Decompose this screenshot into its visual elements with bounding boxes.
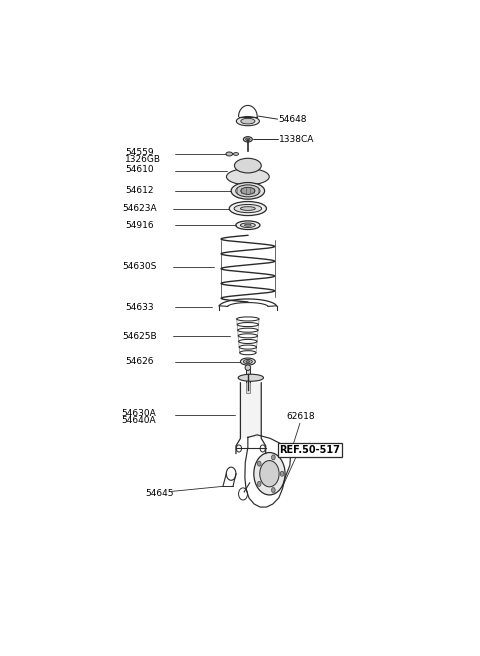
Text: REF.50-517: REF.50-517: [279, 445, 340, 455]
Text: 54916: 54916: [125, 220, 154, 230]
Ellipse shape: [233, 153, 239, 155]
Text: 54648: 54648: [279, 115, 307, 123]
Circle shape: [286, 446, 292, 454]
Ellipse shape: [229, 201, 266, 216]
Ellipse shape: [243, 359, 252, 363]
Text: 54633: 54633: [125, 302, 154, 312]
Text: 54625B: 54625B: [122, 332, 157, 341]
Ellipse shape: [241, 188, 255, 194]
Text: 54640A: 54640A: [121, 416, 156, 425]
Text: 54626: 54626: [125, 357, 154, 366]
Text: 54612: 54612: [125, 186, 154, 195]
Text: 54645: 54645: [145, 489, 173, 499]
Ellipse shape: [246, 138, 250, 140]
Ellipse shape: [236, 185, 260, 197]
Ellipse shape: [240, 358, 255, 365]
Text: 1338CA: 1338CA: [279, 135, 314, 144]
Text: 54559: 54559: [125, 148, 154, 157]
Ellipse shape: [241, 118, 255, 124]
Text: 62618: 62618: [286, 412, 315, 420]
Ellipse shape: [236, 221, 260, 230]
Circle shape: [272, 455, 275, 460]
Ellipse shape: [244, 224, 251, 226]
Circle shape: [260, 461, 279, 487]
Ellipse shape: [234, 205, 262, 213]
Ellipse shape: [245, 365, 251, 371]
Text: 54623A: 54623A: [122, 204, 157, 213]
Text: 54630S: 54630S: [122, 262, 157, 271]
Ellipse shape: [236, 117, 259, 126]
Text: 1326GB: 1326GB: [125, 155, 161, 164]
Text: 54610: 54610: [125, 165, 154, 174]
Bar: [246, 367, 250, 393]
Circle shape: [280, 471, 284, 476]
Ellipse shape: [234, 158, 261, 173]
Text: 54630A: 54630A: [121, 409, 156, 418]
Ellipse shape: [243, 136, 252, 142]
Ellipse shape: [226, 152, 233, 156]
Ellipse shape: [231, 182, 264, 199]
Circle shape: [257, 482, 261, 486]
Circle shape: [257, 461, 261, 466]
Circle shape: [254, 453, 285, 495]
Ellipse shape: [238, 374, 264, 381]
Ellipse shape: [246, 361, 250, 363]
Circle shape: [272, 487, 275, 493]
Ellipse shape: [227, 169, 269, 185]
Ellipse shape: [240, 223, 255, 228]
Ellipse shape: [240, 207, 255, 211]
